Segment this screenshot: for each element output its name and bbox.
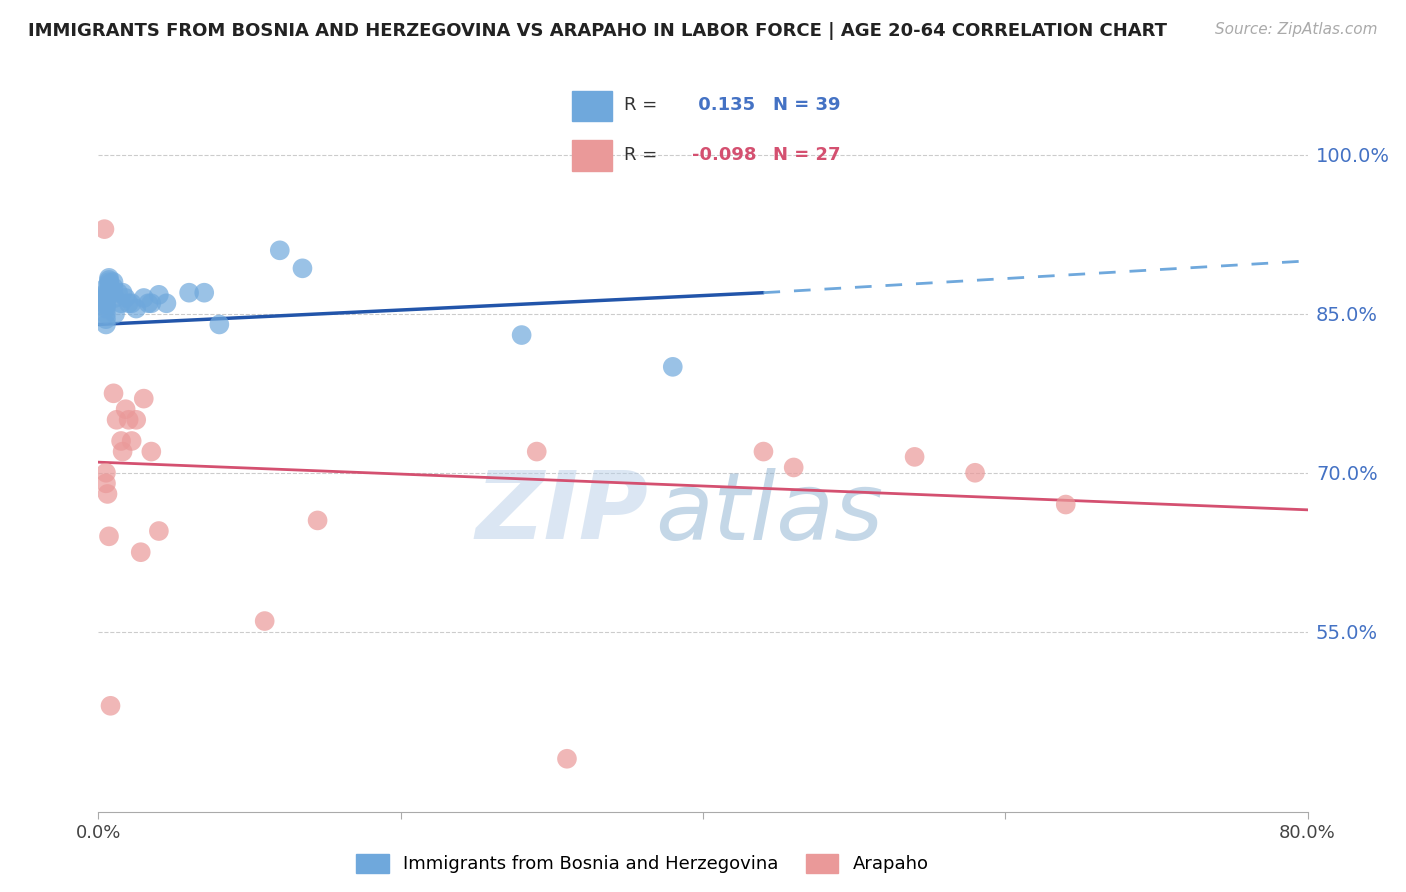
Point bbox=[132, 392, 155, 406]
Point bbox=[94, 294, 117, 309]
Point bbox=[105, 413, 128, 427]
Point bbox=[98, 275, 121, 289]
Point bbox=[179, 285, 201, 300]
Point bbox=[136, 296, 159, 310]
Point bbox=[103, 280, 125, 294]
Text: IMMIGRANTS FROM BOSNIA AND HERZEGOVINA VS ARAPAHO IN LABOR FORCE | AGE 20-64 COR: IMMIGRANTS FROM BOSNIA AND HERZEGOVINA V… bbox=[28, 22, 1167, 40]
Point bbox=[148, 287, 170, 301]
Point bbox=[103, 386, 125, 401]
Point bbox=[98, 277, 121, 292]
Point bbox=[94, 285, 117, 300]
Point bbox=[291, 261, 314, 276]
Text: N = 27: N = 27 bbox=[773, 145, 841, 163]
Point bbox=[93, 222, 115, 236]
Point bbox=[104, 307, 127, 321]
Point bbox=[114, 291, 136, 305]
Text: N = 39: N = 39 bbox=[773, 96, 841, 114]
Text: Source: ZipAtlas.com: Source: ZipAtlas.com bbox=[1215, 22, 1378, 37]
Point bbox=[94, 290, 117, 304]
Point bbox=[269, 244, 291, 258]
Point bbox=[94, 287, 117, 301]
Point bbox=[98, 529, 121, 543]
Point bbox=[783, 460, 806, 475]
Point bbox=[103, 275, 125, 289]
Point bbox=[98, 271, 121, 285]
Point bbox=[98, 273, 121, 287]
Point bbox=[110, 434, 132, 448]
Point bbox=[208, 318, 231, 332]
Text: ZIP: ZIP bbox=[475, 467, 648, 559]
Point bbox=[118, 413, 141, 427]
Point bbox=[94, 280, 117, 294]
Point bbox=[193, 285, 215, 300]
Point bbox=[1054, 498, 1077, 512]
Point bbox=[510, 328, 533, 343]
Point bbox=[121, 296, 143, 310]
Point bbox=[965, 466, 987, 480]
Point bbox=[94, 301, 117, 316]
Text: -0.098: -0.098 bbox=[692, 145, 756, 163]
Point bbox=[94, 476, 117, 491]
Point bbox=[555, 752, 578, 766]
Point bbox=[129, 545, 152, 559]
Point bbox=[94, 307, 117, 321]
Point bbox=[253, 614, 276, 628]
Point bbox=[121, 434, 143, 448]
Point bbox=[904, 450, 927, 464]
Point bbox=[132, 291, 155, 305]
Point bbox=[752, 444, 775, 458]
Point bbox=[111, 444, 134, 458]
Point bbox=[141, 444, 163, 458]
Point bbox=[94, 298, 117, 312]
Point bbox=[114, 402, 136, 417]
Bar bbox=[572, 91, 612, 121]
Point bbox=[94, 292, 117, 306]
Point bbox=[110, 296, 132, 310]
Point bbox=[111, 285, 134, 300]
Point bbox=[104, 291, 127, 305]
Point bbox=[94, 296, 117, 310]
Point bbox=[526, 444, 548, 458]
Point bbox=[125, 413, 148, 427]
Point bbox=[107, 285, 129, 300]
Text: R =: R = bbox=[624, 96, 664, 114]
Point bbox=[100, 698, 122, 713]
Point bbox=[94, 318, 117, 332]
Point bbox=[94, 312, 117, 326]
Legend: Immigrants from Bosnia and Herzegovina, Arapaho: Immigrants from Bosnia and Herzegovina, … bbox=[349, 847, 936, 880]
Text: atlas: atlas bbox=[655, 468, 883, 559]
Point bbox=[125, 301, 148, 316]
Point bbox=[155, 296, 177, 310]
Point bbox=[662, 359, 685, 374]
Point bbox=[307, 513, 329, 527]
Text: R =: R = bbox=[624, 145, 664, 163]
Text: 0.135: 0.135 bbox=[692, 96, 755, 114]
Bar bbox=[572, 140, 612, 170]
Point bbox=[94, 466, 117, 480]
Point bbox=[118, 296, 141, 310]
Point bbox=[141, 296, 163, 310]
Point bbox=[96, 487, 118, 501]
Point bbox=[148, 524, 170, 538]
